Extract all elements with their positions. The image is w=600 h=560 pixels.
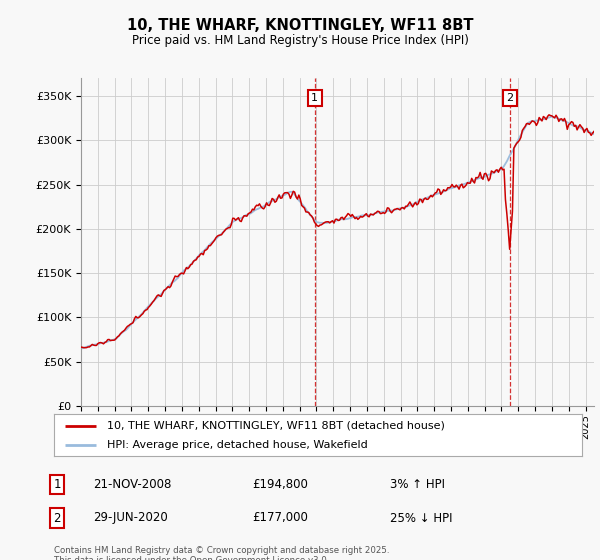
Text: £177,000: £177,000 bbox=[252, 511, 308, 525]
Text: Contains HM Land Registry data © Crown copyright and database right 2025.
This d: Contains HM Land Registry data © Crown c… bbox=[54, 546, 389, 560]
Text: 10, THE WHARF, KNOTTINGLEY, WF11 8BT (detached house): 10, THE WHARF, KNOTTINGLEY, WF11 8BT (de… bbox=[107, 421, 445, 431]
Text: 10, THE WHARF, KNOTTINGLEY, WF11 8BT: 10, THE WHARF, KNOTTINGLEY, WF11 8BT bbox=[127, 18, 473, 33]
Text: £194,800: £194,800 bbox=[252, 478, 308, 491]
Text: Price paid vs. HM Land Registry's House Price Index (HPI): Price paid vs. HM Land Registry's House … bbox=[131, 34, 469, 46]
Text: 25% ↓ HPI: 25% ↓ HPI bbox=[390, 511, 452, 525]
Text: 3% ↑ HPI: 3% ↑ HPI bbox=[390, 478, 445, 491]
Text: 1: 1 bbox=[311, 93, 318, 103]
Text: HPI: Average price, detached house, Wakefield: HPI: Average price, detached house, Wake… bbox=[107, 440, 368, 450]
Text: 29-JUN-2020: 29-JUN-2020 bbox=[93, 511, 168, 525]
Text: 2: 2 bbox=[53, 511, 61, 525]
Text: 2: 2 bbox=[506, 93, 514, 103]
Text: 1: 1 bbox=[53, 478, 61, 491]
Text: 21-NOV-2008: 21-NOV-2008 bbox=[93, 478, 172, 491]
